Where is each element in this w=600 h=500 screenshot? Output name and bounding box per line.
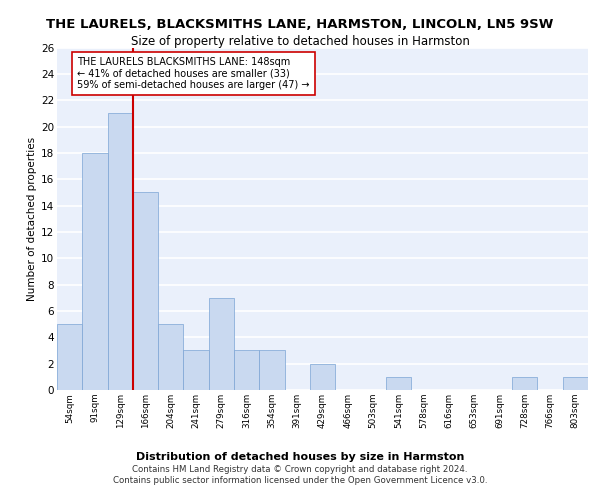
Bar (107, 114, 133, 390)
Bar (133, 192, 158, 390)
Text: Distribution of detached houses by size in Harmston: Distribution of detached houses by size … (136, 452, 464, 462)
Text: Contains public sector information licensed under the Open Government Licence v3: Contains public sector information licen… (113, 476, 487, 485)
Bar (184, 350, 209, 390)
Text: THE LAURELS BLACKSMITHS LANE: 148sqm
← 41% of detached houses are smaller (33)
5: THE LAURELS BLACKSMITHS LANE: 148sqm ← 4… (77, 56, 310, 90)
Bar (209, 298, 234, 390)
Bar (386, 377, 411, 390)
Bar (259, 350, 284, 390)
Text: THE LAURELS, BLACKSMITHS LANE, HARMSTON, LINCOLN, LN5 9SW: THE LAURELS, BLACKSMITHS LANE, HARMSTON,… (46, 18, 554, 30)
Text: Contains HM Land Registry data © Crown copyright and database right 2024.: Contains HM Land Registry data © Crown c… (132, 465, 468, 474)
Y-axis label: Number of detached properties: Number of detached properties (27, 136, 37, 301)
Bar (512, 377, 538, 390)
Bar (563, 377, 588, 390)
Text: Size of property relative to detached houses in Harmston: Size of property relative to detached ho… (131, 35, 469, 48)
Bar (234, 350, 259, 390)
Bar (158, 324, 184, 390)
Bar (57, 324, 82, 390)
Bar (310, 364, 335, 390)
Bar (82, 153, 107, 390)
